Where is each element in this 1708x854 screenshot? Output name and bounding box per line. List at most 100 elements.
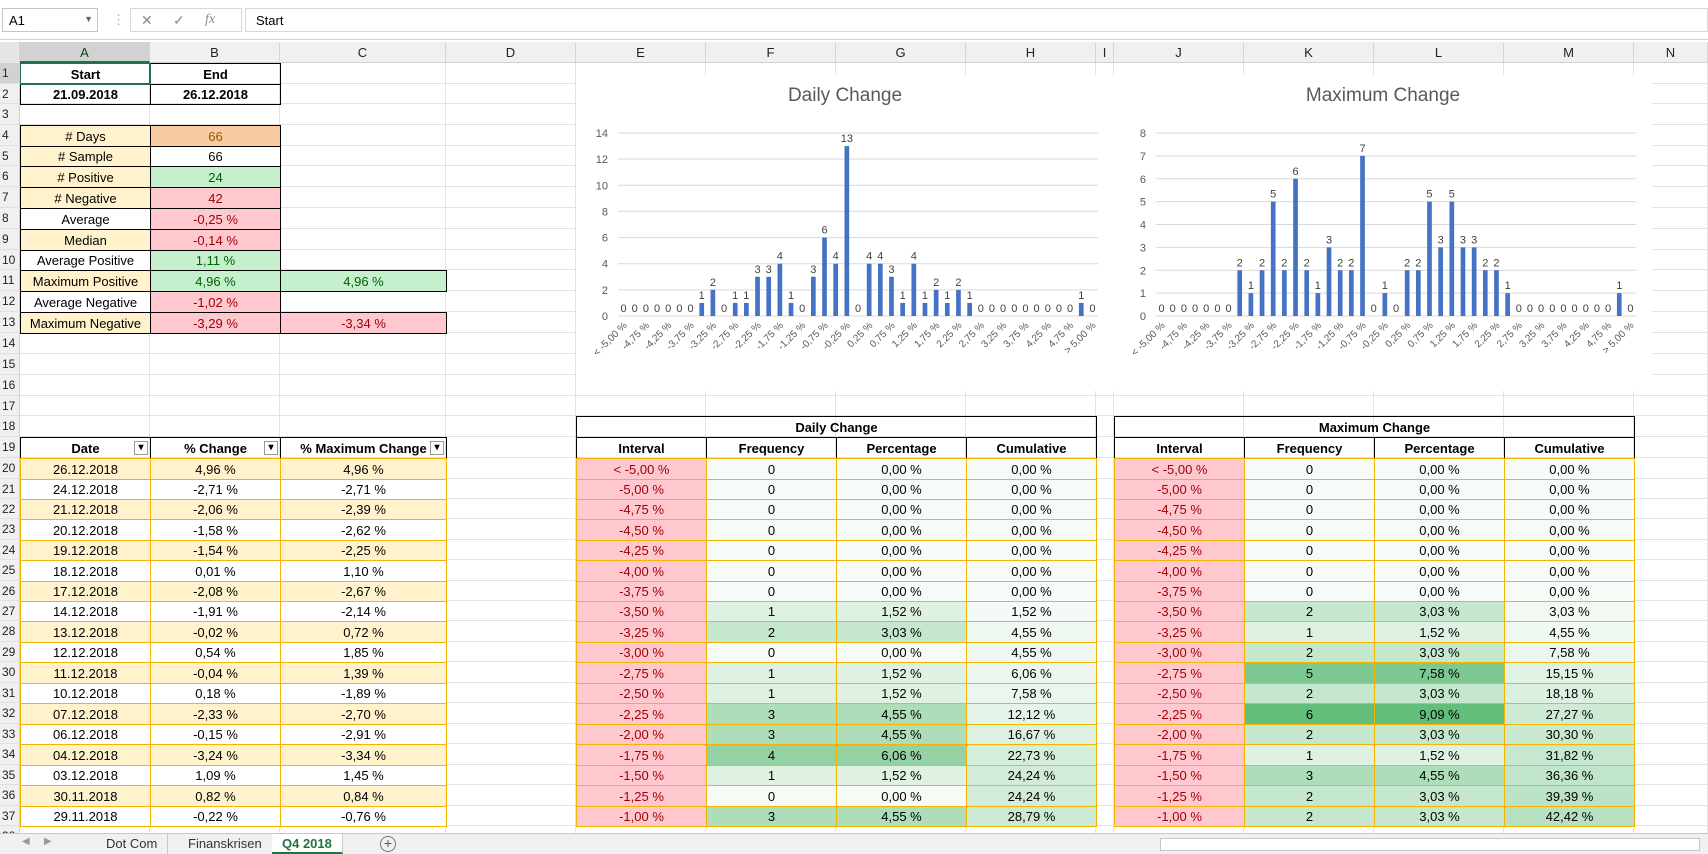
freq-table-cell[interactable]: 0,00 %: [836, 785, 967, 807]
row-header-35[interactable]: 35: [0, 765, 20, 785]
row-header-6[interactable]: 6: [0, 166, 20, 187]
freq-table-cell[interactable]: 0,00 %: [966, 540, 1097, 561]
freq-table-cell[interactable]: -2,00 %: [1114, 724, 1245, 745]
freq-table-cell[interactable]: 0: [706, 581, 837, 602]
freq-table-cell[interactable]: 1: [1244, 621, 1375, 643]
row-header-26[interactable]: 26: [0, 581, 20, 601]
freq-table-cell[interactable]: 0,00 %: [1374, 458, 1505, 480]
table-cell[interactable]: 24.12.2018: [20, 479, 151, 500]
row-header-4[interactable]: 4: [0, 125, 20, 146]
freq-table-cell[interactable]: -4,00 %: [576, 560, 707, 582]
freq-table-cell[interactable]: 22,73 %: [966, 744, 1097, 766]
table-cell[interactable]: -2,39 %: [280, 499, 447, 520]
row-header-31[interactable]: 31: [0, 683, 20, 703]
freq-table-cell[interactable]: 3,03 %: [1504, 601, 1635, 622]
row-header-12[interactable]: 12: [0, 291, 20, 312]
table-cell[interactable]: 1,10 %: [280, 560, 447, 582]
freq-table-cell[interactable]: 0: [1244, 519, 1375, 541]
freq-table-cell[interactable]: 0: [1244, 560, 1375, 582]
freq-table-header[interactable]: Cumulative: [1504, 437, 1635, 459]
end-date[interactable]: 26.12.2018: [150, 84, 281, 105]
row-header-23[interactable]: 23: [0, 519, 20, 540]
name-box[interactable]: A1 ▼: [2, 8, 98, 32]
stat-label[interactable]: # Days: [20, 125, 151, 147]
freq-table-cell[interactable]: 0,00 %: [836, 560, 967, 582]
freq-table-cell[interactable]: 1: [706, 683, 837, 704]
row-header-29[interactable]: 29: [0, 642, 20, 662]
freq-table-cell[interactable]: < -5,00 %: [576, 458, 707, 480]
freq-table-cell[interactable]: -3,25 %: [576, 621, 707, 643]
table-cell[interactable]: 03.12.2018: [20, 765, 151, 786]
row-header-36[interactable]: 36: [0, 785, 20, 806]
filter-dropdown-icon[interactable]: ▾: [430, 441, 444, 455]
freq-table-cell[interactable]: 0,00 %: [1504, 540, 1635, 561]
table-cell[interactable]: -1,54 %: [150, 540, 281, 561]
table-cell[interactable]: 19.12.2018: [20, 540, 151, 561]
freq-table-cell[interactable]: 0,00 %: [1374, 560, 1505, 582]
freq-table-cell[interactable]: 0,00 %: [966, 581, 1097, 602]
freq-table-cell[interactable]: -2,50 %: [1114, 683, 1245, 704]
freq-table-cell[interactable]: -4,50 %: [1114, 519, 1245, 541]
freq-table-cell[interactable]: 4,55 %: [1374, 765, 1505, 786]
column-header-b[interactable]: B: [150, 42, 280, 63]
freq-table-cell[interactable]: 2: [1244, 806, 1375, 827]
freq-table-cell[interactable]: 0,00 %: [836, 581, 967, 602]
table-cell[interactable]: -2,25 %: [280, 540, 447, 561]
table-cell[interactable]: 07.12.2018: [20, 703, 151, 725]
cancel-icon[interactable]: ✕: [141, 12, 153, 28]
column-header-d[interactable]: D: [446, 42, 576, 63]
column-header-j[interactable]: J: [1114, 42, 1244, 63]
column-header-m[interactable]: M: [1504, 42, 1634, 63]
row-header-2[interactable]: 2: [0, 84, 20, 104]
table-cell[interactable]: -1,89 %: [280, 683, 447, 704]
sheet-tab-q4-2018[interactable]: Q4 2018: [272, 834, 343, 854]
table-cell[interactable]: -2,14 %: [280, 601, 447, 622]
row-header-37[interactable]: 37: [0, 806, 20, 826]
freq-table-cell[interactable]: -2,25 %: [576, 703, 707, 725]
stat-label[interactable]: # Negative: [20, 187, 151, 209]
stat-label[interactable]: Median: [20, 229, 151, 251]
freq-table-cell[interactable]: 0,00 %: [1374, 479, 1505, 500]
stat-value[interactable]: 1,11 %: [150, 250, 281, 271]
freq-table-header[interactable]: Percentage: [836, 437, 967, 459]
row-header-10[interactable]: 10: [0, 250, 20, 270]
freq-table-cell[interactable]: 42,42 %: [1504, 806, 1635, 827]
freq-table-cell[interactable]: -1,75 %: [576, 744, 707, 766]
row-header-32[interactable]: 32: [0, 703, 20, 724]
freq-table-cell[interactable]: 3: [706, 806, 837, 827]
row-header-11[interactable]: 11: [0, 270, 20, 291]
table-header[interactable]: % Maximum Change ▾: [280, 437, 447, 459]
freq-table-cell[interactable]: 1: [706, 765, 837, 786]
freq-table-cell[interactable]: -2,50 %: [576, 683, 707, 704]
filter-dropdown-icon[interactable]: ▾: [264, 441, 278, 455]
freq-table-cell[interactable]: 2: [1244, 683, 1375, 704]
table-cell[interactable]: -2,71 %: [150, 479, 281, 500]
freq-table-cell[interactable]: 1,52 %: [836, 601, 967, 622]
freq-table-header[interactable]: Interval: [576, 437, 707, 459]
table-cell[interactable]: -2,71 %: [280, 479, 447, 500]
row-header-21[interactable]: 21: [0, 479, 20, 499]
table-cell[interactable]: -2,62 %: [280, 519, 447, 541]
freq-table-cell[interactable]: 0: [706, 560, 837, 582]
row-header-22[interactable]: 22: [0, 499, 20, 519]
freq-table-cell[interactable]: 2: [1244, 601, 1375, 622]
more-options-icon[interactable]: ⋮: [112, 12, 125, 27]
freq-table-cell[interactable]: 5: [1244, 662, 1375, 684]
column-header-n[interactable]: N: [1634, 42, 1708, 63]
freq-table-cell[interactable]: -2,25 %: [1114, 703, 1245, 725]
freq-table-cell[interactable]: -3,50 %: [1114, 601, 1245, 622]
freq-table-cell[interactable]: 4: [706, 744, 837, 766]
freq-table-cell[interactable]: -1,00 %: [1114, 806, 1245, 827]
freq-table-cell[interactable]: 3,03 %: [836, 621, 967, 643]
freq-table-cell[interactable]: 30,30 %: [1504, 724, 1635, 745]
freq-table-cell[interactable]: 0: [1244, 499, 1375, 520]
freq-table-cell[interactable]: 0: [706, 499, 837, 520]
table-cell[interactable]: 30.11.2018: [20, 785, 151, 807]
insert-function-icon[interactable]: fx: [205, 12, 216, 27]
select-all-button[interactable]: [0, 42, 20, 63]
row-header-8[interactable]: 8: [0, 208, 20, 229]
freq-table-cell[interactable]: 6: [1244, 703, 1375, 725]
freq-table-cell[interactable]: 0,00 %: [1374, 581, 1505, 602]
table-cell[interactable]: 0,18 %: [150, 683, 281, 704]
freq-table-cell[interactable]: -1,75 %: [1114, 744, 1245, 766]
